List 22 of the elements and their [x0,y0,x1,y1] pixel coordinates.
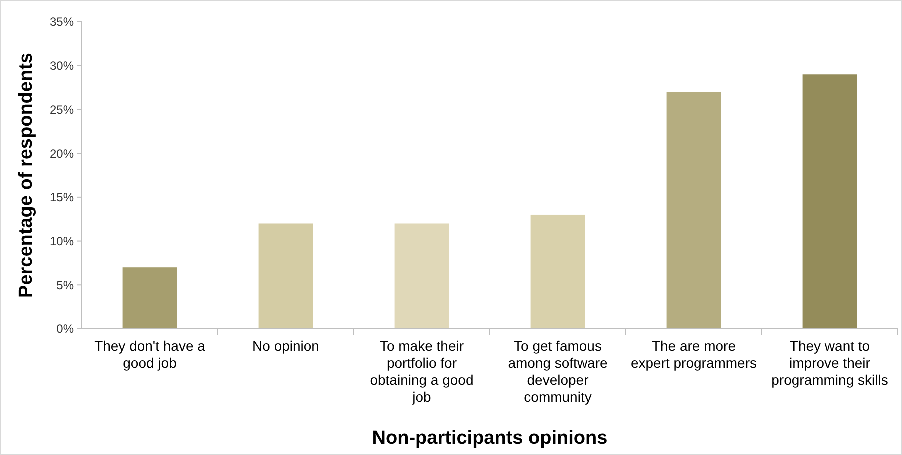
x-tick-label: No opinion [252,338,320,354]
y-axis-title: Percentage of respondents [16,53,37,298]
y-tick-label: 20% [50,146,74,161]
bar [258,224,314,329]
bar [394,224,450,329]
y-tick-label: 30% [50,59,74,74]
x-tick-label: The are more expert programmers [630,338,758,371]
y-tick-label: 5% [56,278,74,292]
x-tick-label: They want to improve their programming skills [772,338,888,388]
y-tick-label: 10% [50,234,74,248]
x-tick-label: They don't have a good job [94,338,206,371]
bar [802,74,858,329]
x-tick-label: To get famous among software developer community [508,338,608,405]
x-tick-label: To make their portfolio for obtaining a good job [370,338,474,405]
x-axis-title: Non-participants opinions [372,428,608,449]
y-tick-label: 0% [56,322,74,336]
y-tick-label: 15% [50,190,74,205]
bar [530,214,586,329]
bar [122,268,178,329]
y-tick-label: 35% [50,15,74,30]
bar [666,92,722,329]
y-tick-label: 25% [50,102,74,117]
